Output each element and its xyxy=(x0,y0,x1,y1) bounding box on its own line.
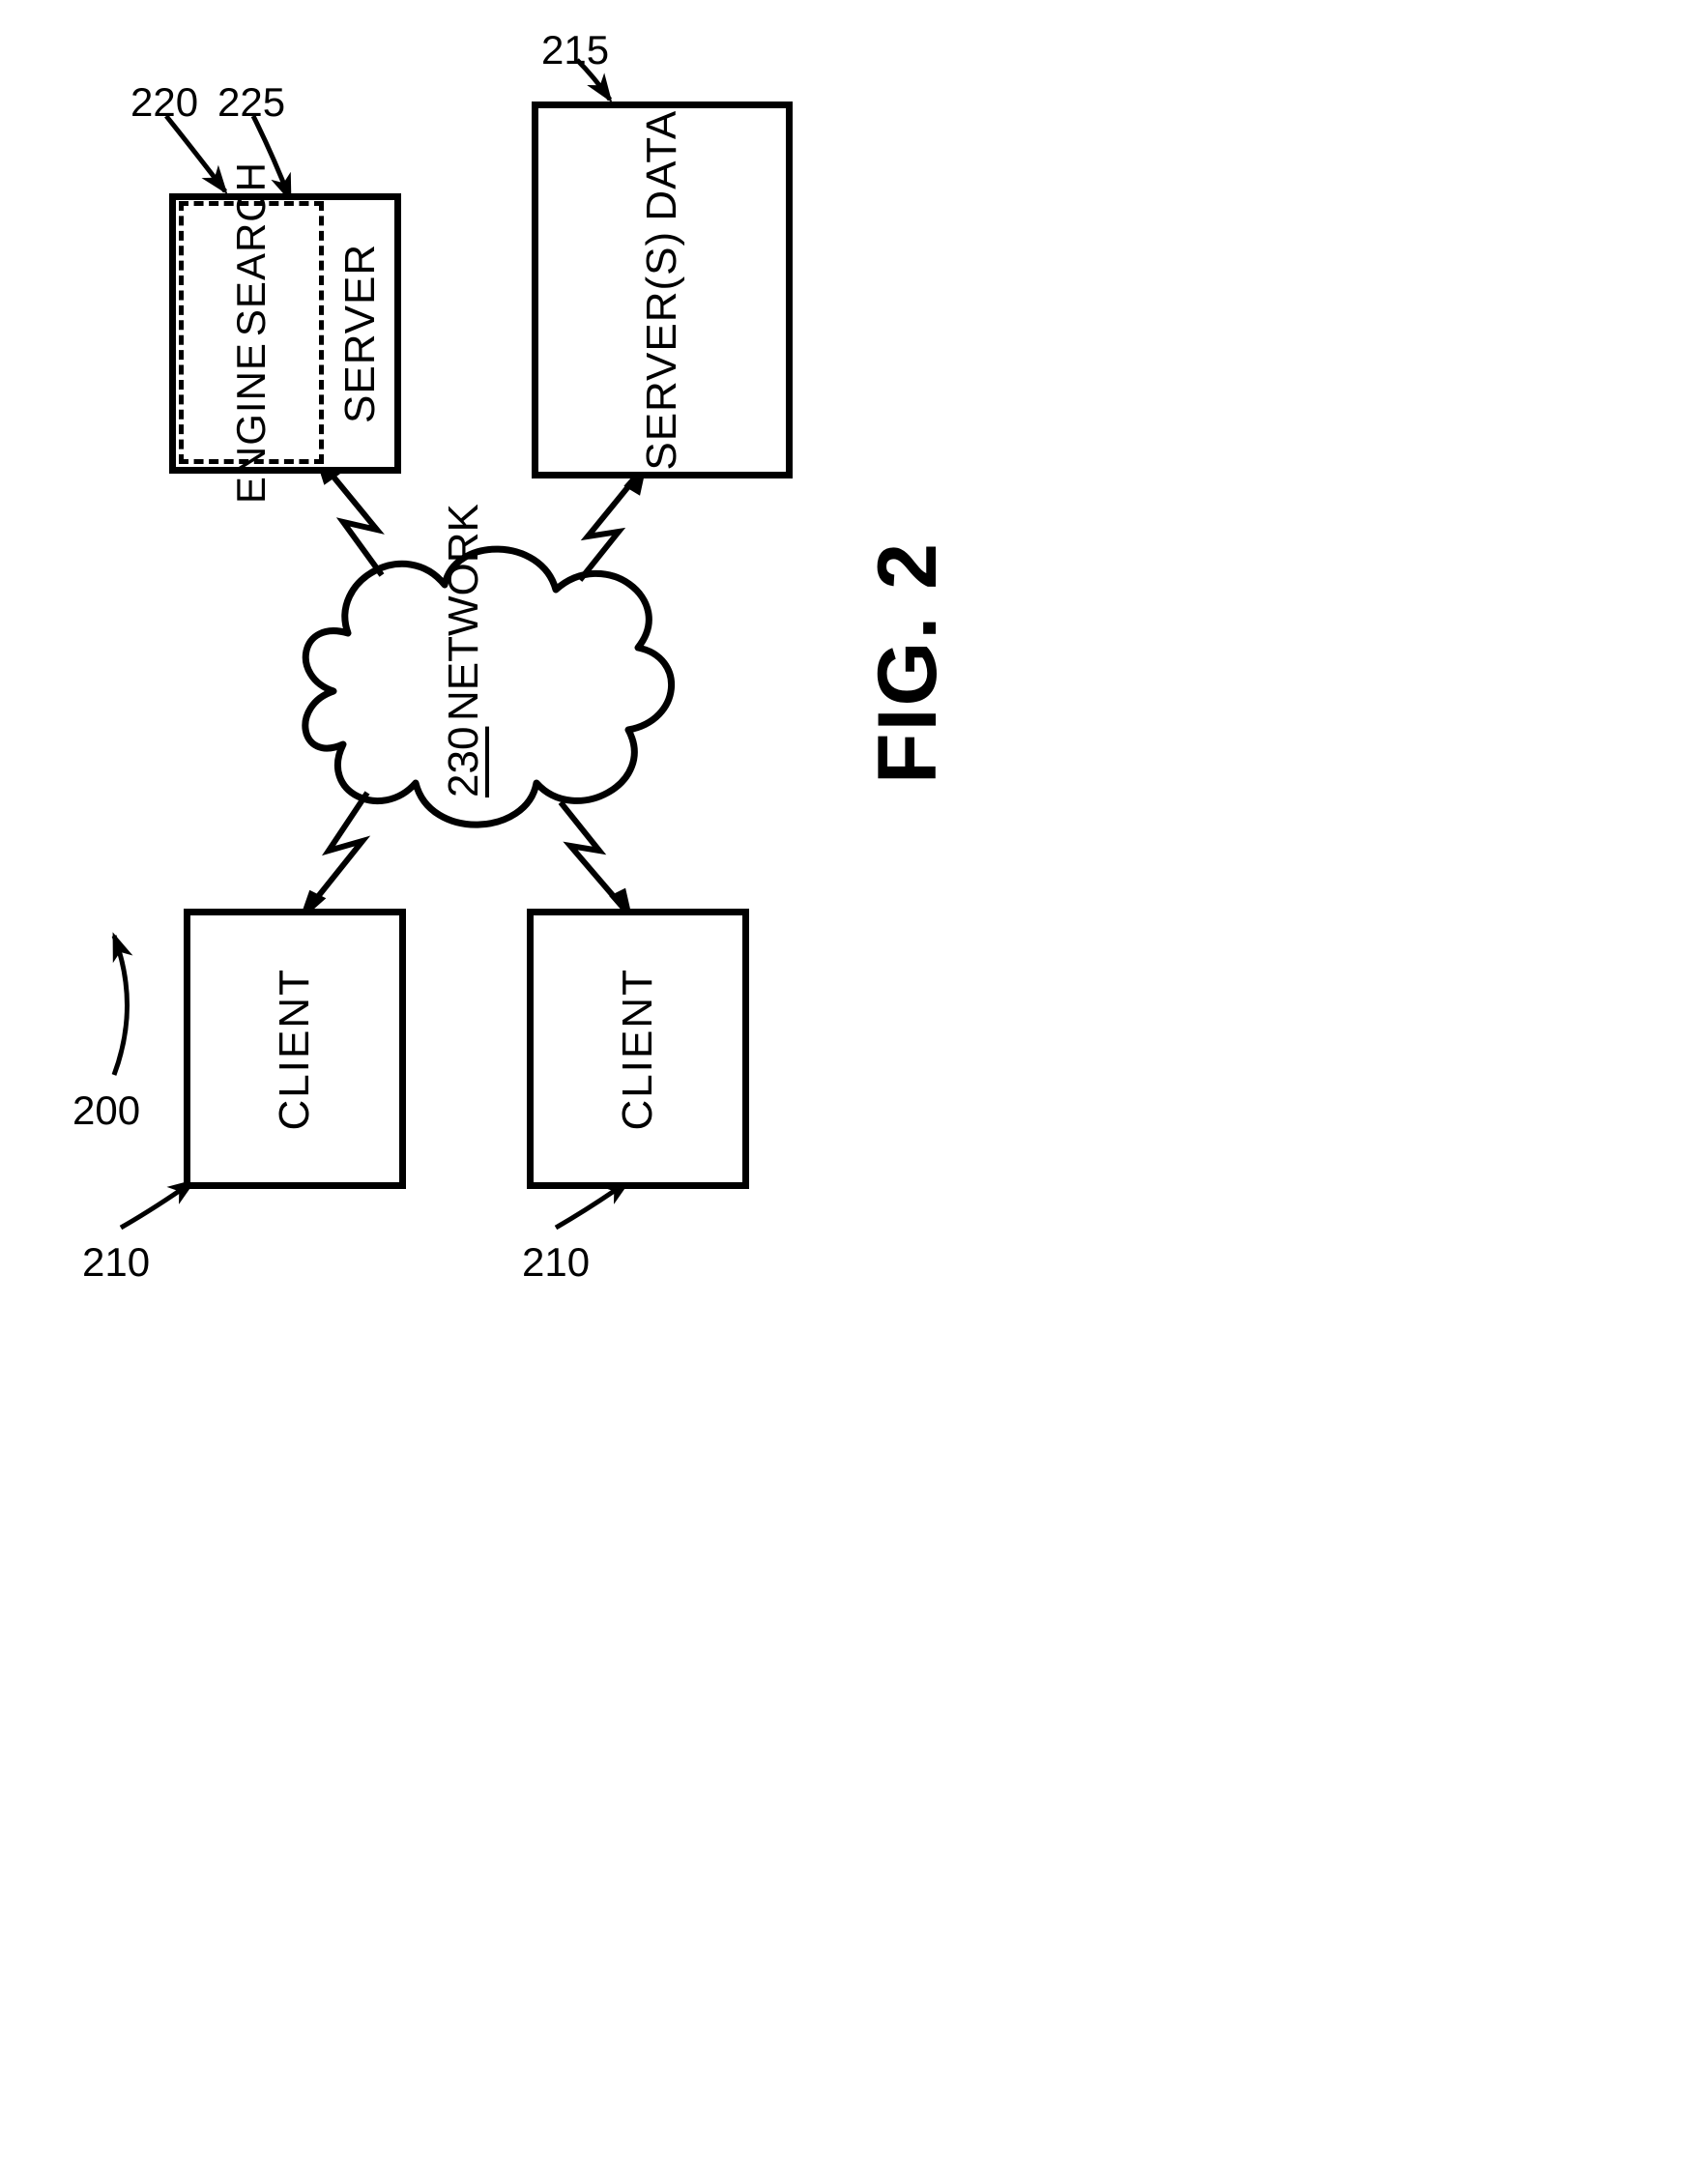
search-engine-line2: ENGINE xyxy=(228,342,275,504)
client-box-1-ref: 210 xyxy=(82,1239,150,1286)
network-cloud xyxy=(305,549,672,825)
client-box-1: CLIENT xyxy=(184,909,406,1189)
figure-caption: FIG. 2 xyxy=(860,541,956,784)
client-box-1-label: CLIENT xyxy=(271,968,319,1130)
network-label: 230 NETWORK xyxy=(440,575,488,797)
network-text: NETWORK xyxy=(440,504,488,721)
diagram-ref-number: 200 xyxy=(72,1087,140,1134)
client-box-2: CLIENT xyxy=(527,909,749,1189)
data-servers-line2: SERVER(S) xyxy=(638,231,686,471)
data-servers-box: SERVER(S) DATA xyxy=(532,101,793,478)
search-engine-line1: SEARCH xyxy=(228,161,275,336)
network-number: 230 xyxy=(440,727,488,797)
client-box-2-label: CLIENT xyxy=(614,968,662,1130)
server-box-ref: 220 xyxy=(130,79,198,126)
diagram-stage: 200 CLIENT 210 CLIENT 210 SERVER ENGINE … xyxy=(0,0,1708,2174)
data-servers-line1: DATA xyxy=(638,110,686,221)
search-engine-ref: 225 xyxy=(217,79,285,126)
client-box-2-ref: 210 xyxy=(522,1239,590,1286)
data-servers-ref: 215 xyxy=(541,27,609,73)
search-engine-box: ENGINE SEARCH xyxy=(179,201,324,464)
server-box-label: SERVER xyxy=(336,242,385,425)
